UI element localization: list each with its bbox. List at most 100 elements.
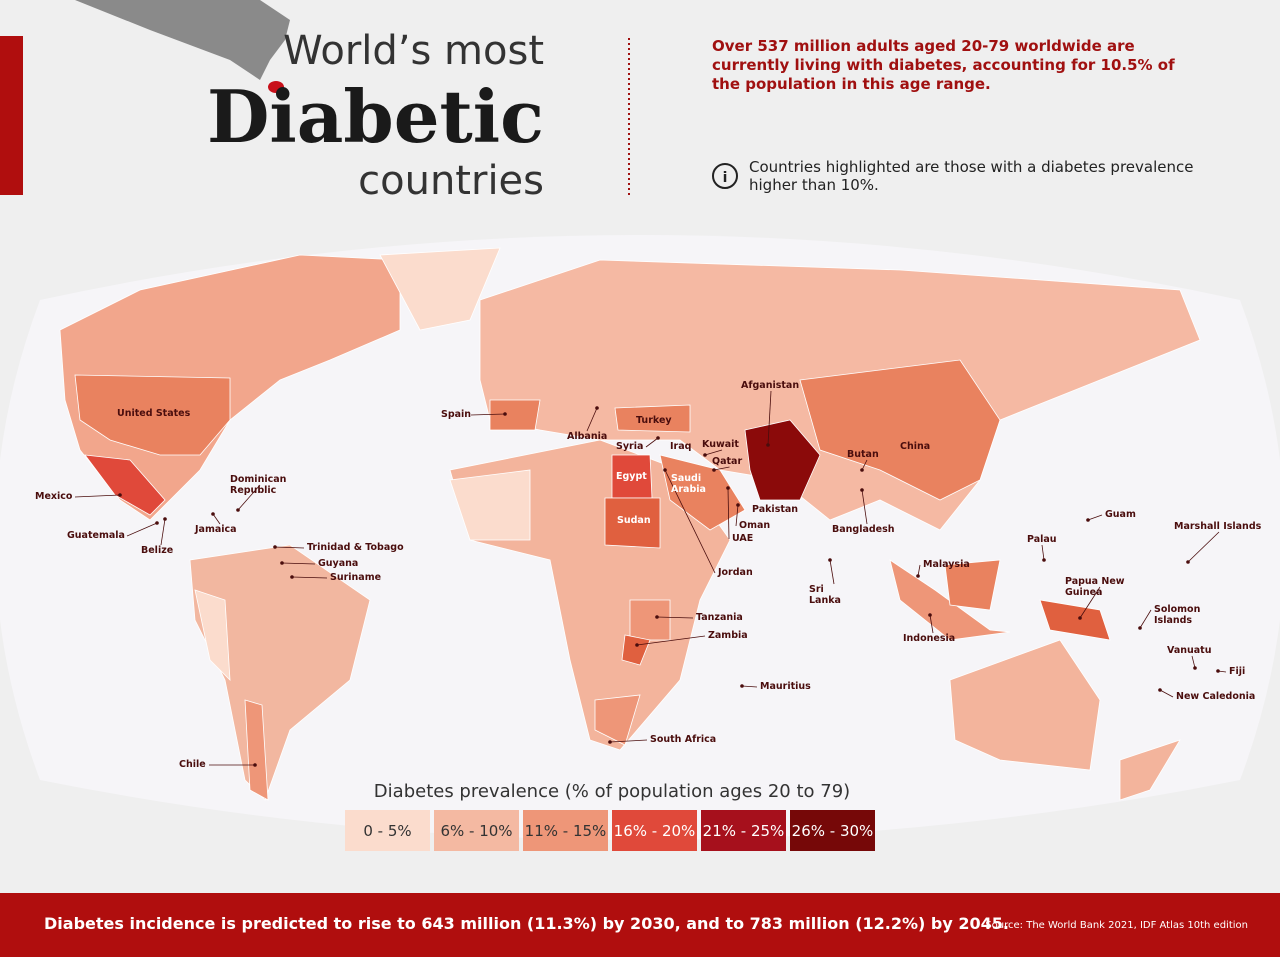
leader-line xyxy=(470,413,506,416)
country-label: Palau xyxy=(1027,534,1057,545)
country-label: Solomon Islands xyxy=(1154,604,1201,626)
leader-dot xyxy=(608,740,612,744)
country-label: Albania xyxy=(567,431,608,442)
leader-dot xyxy=(280,561,284,565)
country-label: Sri Lanka xyxy=(809,584,841,606)
leader-line xyxy=(929,614,934,634)
title-line2: Diabetic xyxy=(206,74,544,159)
leader-line xyxy=(1087,514,1103,521)
leader-line xyxy=(1191,655,1196,669)
country-label: Malaysia xyxy=(923,559,970,570)
leader-line xyxy=(917,564,921,577)
legend: 0 - 5% 6% - 10% 11% - 15% 16% - 20% 21% - 25… xyxy=(345,810,875,851)
leader-line xyxy=(741,685,758,688)
leader-line xyxy=(281,562,316,565)
leader-dot xyxy=(928,613,932,617)
country-label: Butan xyxy=(847,449,879,460)
leader-dot xyxy=(655,615,659,619)
leader-line xyxy=(664,469,716,574)
leader-dot xyxy=(211,512,215,516)
country-label: UAE xyxy=(732,533,754,544)
leader-dot xyxy=(916,574,920,578)
leader-dot xyxy=(1138,626,1142,630)
leader-dot xyxy=(273,545,277,549)
country-label: Mexico xyxy=(35,491,73,502)
source-text: Source: The World Bank 2021, IDF Atlas 1… xyxy=(985,920,1248,931)
leader-dot xyxy=(1158,688,1162,692)
country-label: Belize xyxy=(141,545,174,556)
country-label: Guam xyxy=(1105,509,1136,520)
country-label: Kuwait xyxy=(702,439,739,450)
country-label: South Africa xyxy=(650,734,717,745)
country-label: China xyxy=(900,441,931,452)
country-label: Saudi Arabia xyxy=(671,473,706,495)
leader-line xyxy=(126,522,158,537)
country-label: Qatar xyxy=(712,456,743,467)
legend-label: 21% - 25% xyxy=(703,822,785,840)
leader-line xyxy=(829,559,835,585)
leader-dot xyxy=(118,493,122,497)
leader-line xyxy=(636,635,706,646)
country-label: Mauritius xyxy=(760,681,811,692)
info-icon-i: i xyxy=(723,170,728,186)
label-leaders xyxy=(74,390,1227,767)
leader-dot xyxy=(595,406,599,410)
country-label: Jamaica xyxy=(195,524,237,535)
leader-dot xyxy=(290,575,294,579)
leader-line xyxy=(74,494,121,498)
country-label: Fiji xyxy=(1229,666,1246,677)
country-label: New Caledonia xyxy=(1176,691,1256,702)
leader-dot xyxy=(712,468,716,472)
leader-line xyxy=(767,390,772,446)
leader-dot xyxy=(1078,616,1082,620)
leader-line xyxy=(727,487,730,540)
leader-dot xyxy=(155,521,159,525)
leader-dot xyxy=(860,468,864,472)
leader-line xyxy=(274,546,305,549)
legend-title: Diabetes prevalence (% of population age… xyxy=(373,781,851,802)
country-label: Afganistan xyxy=(741,380,800,391)
country-label: Vanuatu xyxy=(1167,645,1212,656)
leader-line xyxy=(1139,609,1152,629)
leader-dot xyxy=(236,508,240,512)
note-text: Countries highlighted are those with a d… xyxy=(749,158,1194,194)
country-label: Sudan xyxy=(617,515,651,526)
leader-line xyxy=(609,739,648,743)
country-label: Tanzania xyxy=(696,612,743,623)
leader-dot xyxy=(726,486,730,490)
leader-dot xyxy=(253,763,257,767)
country-label: Iraq xyxy=(670,441,692,452)
legend-label: 16% - 20% xyxy=(614,822,696,840)
leader-line xyxy=(861,459,868,471)
leader-line xyxy=(160,518,166,546)
hand-image xyxy=(75,0,290,80)
country-label: Guatemala xyxy=(67,530,125,541)
country-label: Syria xyxy=(616,441,644,452)
leader-line xyxy=(212,513,221,525)
country-label: Trinidad & Tobago xyxy=(307,542,404,553)
footer-band xyxy=(0,893,1280,957)
country-label: Indonesia xyxy=(903,633,956,644)
leader-dot xyxy=(703,453,707,457)
country-label: Zambia xyxy=(708,630,748,641)
country-label: Suriname xyxy=(330,572,382,583)
info-icon xyxy=(712,163,738,189)
leader-dot xyxy=(828,558,832,562)
leader-dot xyxy=(635,643,639,647)
leader-dot xyxy=(163,517,167,521)
leader-dot xyxy=(1186,560,1190,564)
leader-line xyxy=(1159,689,1174,698)
footer-text: Diabetes incidence is predicted to rise … xyxy=(44,914,1009,933)
legend-label: 26% - 30% xyxy=(792,822,874,840)
leader-dot xyxy=(656,436,660,440)
legend-swatch xyxy=(790,810,875,851)
leader-dot xyxy=(766,443,770,447)
leader-line xyxy=(656,616,694,619)
country-label: Oman xyxy=(739,520,771,531)
leader-dot xyxy=(663,468,667,472)
legend-swatch xyxy=(345,810,430,851)
country-label: Papua New Guinea xyxy=(1065,576,1125,598)
legend-swatch xyxy=(612,810,697,851)
